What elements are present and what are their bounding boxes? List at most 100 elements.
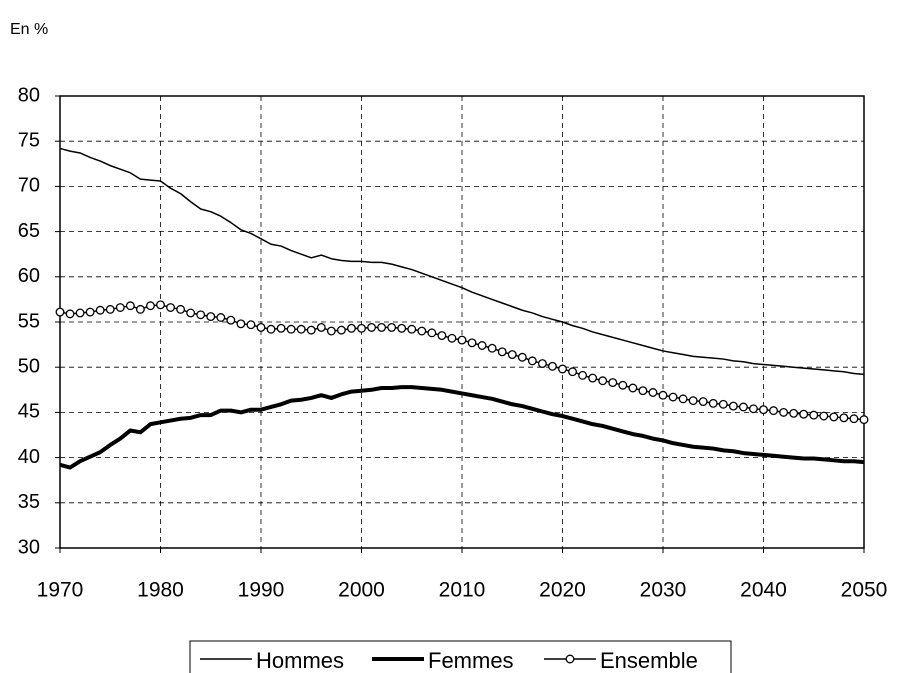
y-tick-label: 35: [18, 491, 40, 513]
marker: [306, 325, 316, 335]
marker: [326, 326, 336, 336]
marker: [749, 404, 758, 414]
marker: [537, 359, 547, 369]
marker: [799, 409, 809, 419]
marker: [839, 413, 849, 423]
legend-box: [189, 640, 732, 673]
marker: [688, 396, 698, 406]
x-tick-label: 1970: [37, 579, 84, 602]
x-tick-label: 1990: [238, 579, 285, 602]
marker: [678, 394, 688, 404]
marker: [105, 304, 115, 314]
marker: [95, 305, 105, 315]
y-tick-label: 80: [18, 84, 40, 106]
marker: [186, 308, 196, 318]
y-tick-label: 45: [18, 401, 40, 423]
plot-frame: [59, 95, 865, 549]
marker: [407, 324, 417, 334]
marker: [507, 350, 517, 359]
marker: [276, 323, 286, 333]
marker: [367, 322, 376, 332]
marker: [558, 364, 567, 374]
marker: [357, 323, 366, 333]
marker: [819, 411, 829, 421]
series-line: [59, 147, 865, 376]
marker: [216, 313, 226, 322]
marker: [809, 410, 819, 420]
marker: [256, 322, 266, 332]
marker: [648, 388, 658, 397]
y-tick-label: 65: [18, 220, 40, 242]
unit-label: En %: [10, 21, 48, 38]
marker: [487, 343, 497, 353]
marker: [638, 386, 648, 396]
marker: [387, 322, 397, 332]
marker: [527, 356, 537, 366]
marker: [115, 303, 125, 312]
y-tick-label: 40: [18, 446, 40, 468]
marker: [789, 408, 799, 418]
legend-marker: [565, 654, 575, 664]
x-tick-label: 2040: [740, 579, 787, 602]
marker: [628, 383, 638, 393]
marker: [738, 402, 748, 412]
marker: [427, 328, 437, 338]
marker: [467, 338, 477, 348]
x-tick-label: 2000: [338, 579, 385, 602]
marker: [658, 390, 668, 400]
marker: [166, 303, 175, 312]
x-tick-label: 2020: [539, 579, 586, 602]
marker: [417, 326, 427, 336]
marker: [698, 397, 708, 407]
legend-label: Hommes: [256, 648, 344, 673]
marker: [668, 392, 678, 402]
marker: [728, 401, 738, 411]
marker: [849, 414, 859, 424]
legend-label: Femmes: [428, 648, 514, 673]
marker: [829, 412, 839, 422]
marker: [156, 300, 165, 310]
x-tick-label: 2050: [841, 579, 888, 602]
marker: [588, 373, 598, 383]
marker: [457, 335, 467, 345]
marker: [608, 378, 618, 388]
marker: [236, 319, 246, 329]
marker: [708, 398, 718, 408]
marker: [347, 323, 356, 333]
marker: [769, 406, 778, 416]
legend-label: Ensemble: [600, 648, 698, 673]
marker: [548, 361, 557, 371]
y-tick-label: 60: [18, 265, 40, 287]
marker: [437, 331, 447, 341]
marker: [266, 324, 276, 334]
marker: [65, 309, 75, 319]
marker: [226, 315, 236, 325]
y-tick-label: 70: [18, 175, 40, 197]
marker: [176, 304, 186, 314]
marker: [296, 324, 306, 334]
marker: [75, 308, 85, 318]
marker: [85, 307, 95, 317]
x-tick-label: 1980: [137, 579, 184, 602]
marker: [316, 322, 326, 332]
marker: [206, 312, 216, 322]
marker: [618, 380, 628, 390]
marker: [497, 347, 507, 357]
marker: [145, 301, 155, 311]
marker: [598, 376, 608, 386]
marker: [377, 322, 387, 332]
x-tick-label: 2030: [640, 579, 687, 602]
x-tick-label: 2010: [439, 579, 486, 602]
marker: [779, 407, 789, 417]
y-tick-label: 50: [18, 355, 40, 377]
marker: [336, 325, 346, 335]
marker: [718, 399, 728, 409]
y-tick-label: 55: [18, 310, 40, 332]
marker: [135, 304, 145, 314]
marker: [517, 352, 527, 362]
y-tick-label: 30: [18, 536, 40, 558]
marker: [196, 310, 206, 320]
marker: [55, 307, 65, 317]
marker: [447, 333, 457, 343]
